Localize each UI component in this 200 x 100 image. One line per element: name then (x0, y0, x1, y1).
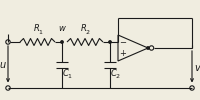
Text: R: R (34, 24, 39, 33)
Text: 2: 2 (86, 30, 90, 35)
Text: +: + (120, 49, 126, 58)
Text: −: − (120, 38, 127, 47)
Text: C: C (63, 70, 69, 78)
Text: v: v (194, 63, 200, 73)
Text: 2: 2 (115, 74, 119, 78)
Text: w: w (59, 24, 65, 33)
Circle shape (61, 41, 63, 43)
Text: C: C (111, 70, 117, 78)
Circle shape (109, 41, 111, 43)
Circle shape (147, 47, 149, 49)
Text: R: R (81, 24, 87, 33)
Text: 1: 1 (39, 30, 42, 35)
Text: u: u (0, 60, 6, 70)
Text: 1: 1 (67, 74, 71, 78)
